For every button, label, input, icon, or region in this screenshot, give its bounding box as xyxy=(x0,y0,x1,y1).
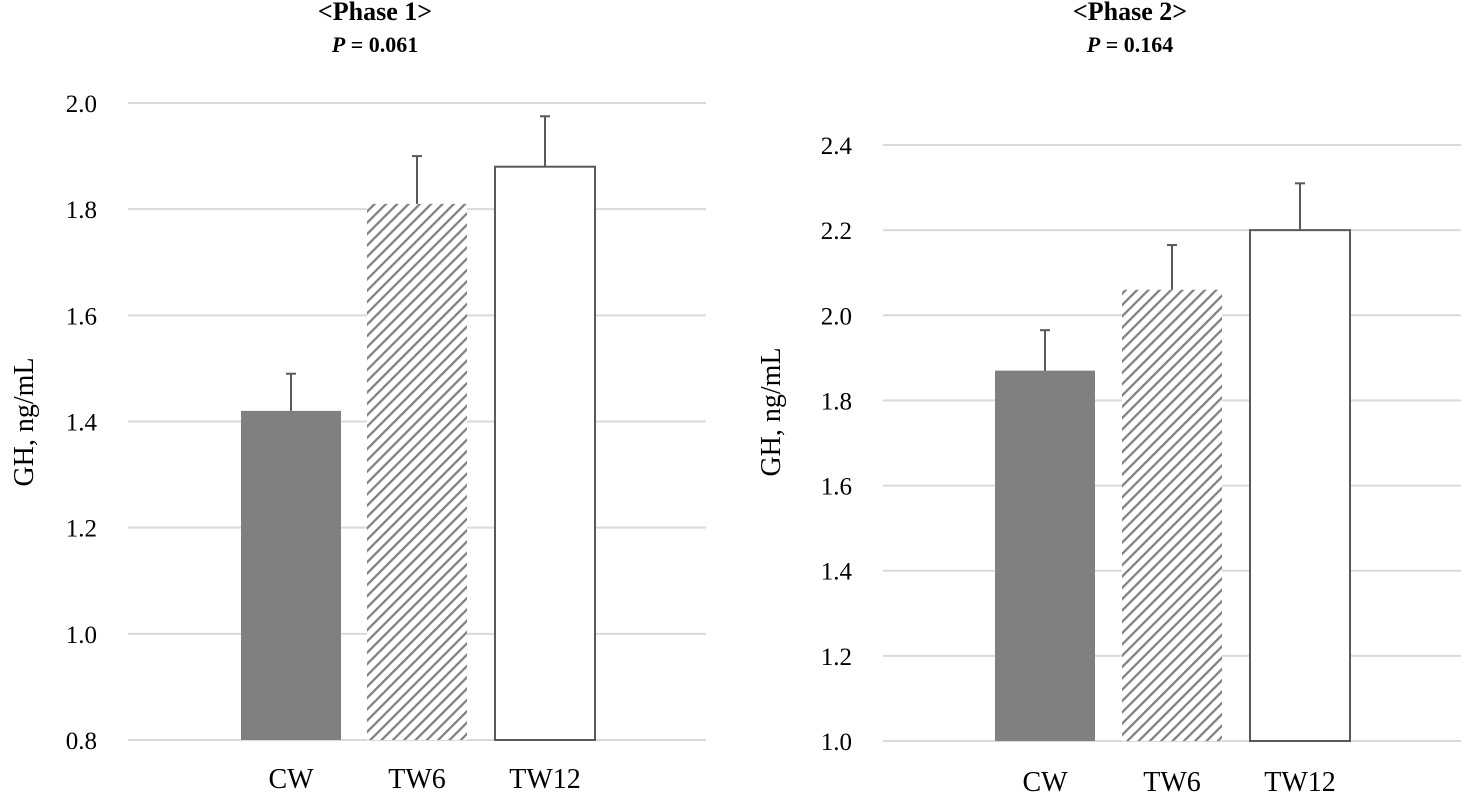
y-tick-labels: 0.8 1.0 1.2 1.4 1.6 1.8 2.0 xyxy=(66,91,98,755)
bars xyxy=(995,229,1351,742)
p-label: P xyxy=(1086,32,1101,57)
bar-tw6 xyxy=(1122,289,1222,741)
y-tick-label: 2.0 xyxy=(821,303,852,330)
p-value: = 0.164 xyxy=(1100,32,1173,57)
x-tick-label: TW6 xyxy=(388,764,446,793)
x-tick-label: TW12 xyxy=(1264,767,1336,793)
y-tick-label: 1.8 xyxy=(66,197,97,224)
y-tick-label: 1.8 xyxy=(821,388,852,415)
y-tick-label: 1.4 xyxy=(821,559,853,586)
bars xyxy=(241,165,596,741)
y-tick-label: 1.6 xyxy=(66,303,97,330)
x-tick-label: CW xyxy=(268,764,314,793)
x-tick-labels: CW TW6 TW12 xyxy=(1022,767,1335,793)
y-tick-label: 1.2 xyxy=(821,644,852,671)
x-tick-label: CW xyxy=(1022,767,1068,793)
chart-phase-1: <Phase 1> P = 0.061 GH, ng/mL 0.8 1.0 1.2 1… xyxy=(9,0,706,793)
bar-cw xyxy=(241,410,341,740)
y-tick-label: 2.4 xyxy=(821,133,853,160)
y-tick-label: 1.6 xyxy=(821,474,852,501)
p-value-text: P = 0.164 xyxy=(1086,32,1174,57)
y-tick-label: 1.2 xyxy=(66,516,97,543)
y-tick-label: 2.2 xyxy=(821,218,852,245)
x-tick-label: TW12 xyxy=(509,764,581,793)
bar-tw6 xyxy=(367,203,467,740)
chart-title: <Phase 2> xyxy=(1073,0,1187,26)
x-tick-labels: CW TW6 TW12 xyxy=(268,764,580,793)
y-tick-label: 1.0 xyxy=(66,622,97,649)
y-tick-label: 2.0 xyxy=(66,91,97,118)
x-tick-label: TW6 xyxy=(1143,767,1201,793)
chart-phase-2: <Phase 2> P = 0.164 GH, ng/mL 1.01.21.41… xyxy=(756,0,1461,793)
chart-title: <Phase 1> xyxy=(318,0,432,26)
y-tick-label: 0.8 xyxy=(66,728,97,755)
y-tick-label: 1.0 xyxy=(821,729,852,756)
y-tick-label: 1.4 xyxy=(66,410,98,437)
p-label: P xyxy=(331,32,346,57)
error-bars xyxy=(1040,182,1305,371)
error-bars xyxy=(286,115,550,411)
bar-tw12 xyxy=(494,165,596,741)
y-tick-labels: 1.0 1.2 1.4 1.6 1.8 2.0 2.2 2.4 xyxy=(821,133,853,756)
p-value: = 0.061 xyxy=(345,32,418,57)
y-axis-label: GH, ng/mL xyxy=(756,347,787,476)
p-value-text: P = 0.061 xyxy=(331,32,419,57)
bar-cw xyxy=(995,370,1095,741)
y-axis-label: GH, ng/mL xyxy=(9,357,40,486)
bar-tw12 xyxy=(1249,229,1351,742)
